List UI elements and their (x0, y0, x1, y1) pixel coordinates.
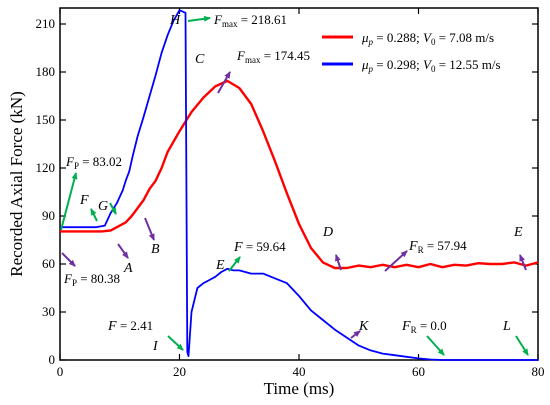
arrow-l (515, 335, 529, 356)
annotation-arrows (60, 15, 529, 356)
y-tick-label-1: 30 (42, 304, 55, 319)
annotation-letters: H C F G B A E D E I K L (79, 13, 523, 354)
arrow-fmax-red (217, 71, 231, 94)
legend: μp = 0.288; V0 = 7.08 m/s μp = 0.298; V0… (322, 30, 501, 74)
arrow-h (187, 15, 211, 22)
label-f-j: F = 59.64 (233, 239, 286, 255)
arrow-d (335, 254, 342, 271)
arrow-g (109, 202, 117, 215)
arrow-e (519, 254, 527, 271)
label-l: L (502, 319, 511, 334)
arrow-fp-red (61, 252, 76, 267)
series-line-1 (60, 9, 538, 361)
label-i: I (152, 339, 159, 354)
y-tick-label-0: 0 (49, 352, 56, 367)
y-tick-label-5: 150 (36, 112, 56, 127)
y-tick-label-2: 60 (42, 256, 55, 271)
arrow-i (167, 335, 184, 351)
x-axis-title: Time (ms) (264, 379, 335, 398)
label-fmax-blue: Fmax = 218.61 (213, 12, 287, 29)
value-labels: Fmax = 218.61 Fmax = 174.45 FP = 83.02 F… (63, 12, 467, 335)
x-tick-label-1: 20 (173, 364, 186, 379)
label-b: B (151, 242, 160, 257)
label-j: E (215, 258, 225, 273)
y-tick-label-7: 210 (36, 16, 56, 31)
label-a: A (123, 261, 133, 276)
y-axis-title: Recorded Axial Force (kN) (7, 91, 26, 277)
label-c: C (195, 52, 205, 67)
arrow-a (117, 243, 129, 259)
arrow-k (350, 330, 361, 339)
x-tick-label-0: 0 (57, 364, 64, 379)
label-d: D (322, 225, 333, 240)
legend-label-red: μp = 0.288; V0 = 7.08 m/s (361, 30, 494, 47)
series-layer (60, 9, 539, 361)
x-tick-label-2: 40 (293, 364, 306, 379)
label-fmax-red: Fmax = 174.45 (236, 48, 310, 65)
y-tick-label-3: 90 (42, 208, 55, 223)
arrow-j (228, 256, 241, 272)
label-e: E (513, 225, 523, 240)
arrow-fp-blue (60, 172, 78, 231)
label-k: K (358, 319, 369, 334)
label-f: F (79, 193, 89, 208)
label-fr-red: FR = 57.94 (408, 238, 467, 255)
label-fr-blue: FR = 0.0 (401, 318, 447, 335)
label-fp-blue: FP = 83.02 (65, 154, 122, 171)
arrow-fr-red (384, 250, 408, 272)
axis-ticks: 0 20 40 60 80 0 30 60 90 120 150 180 210 (36, 8, 545, 379)
y-tick-label-6: 180 (36, 64, 56, 79)
label-fp-red: FP = 80.38 (63, 271, 120, 288)
legend-label-blue: μp = 0.298; V0 = 12.55 m/s (361, 57, 501, 74)
label-h: H (169, 13, 181, 28)
series-line-0 (60, 79, 539, 270)
arrow-fr-blue (426, 335, 445, 356)
y-tick-label-4: 120 (36, 160, 56, 175)
x-tick-label-4: 80 (532, 364, 545, 379)
label-g: G (98, 199, 108, 214)
arrow-b (144, 217, 155, 241)
x-tick-label-3: 60 (412, 364, 425, 379)
label-f-i: F = 2.41 (107, 318, 153, 334)
arrow-f (90, 208, 98, 222)
